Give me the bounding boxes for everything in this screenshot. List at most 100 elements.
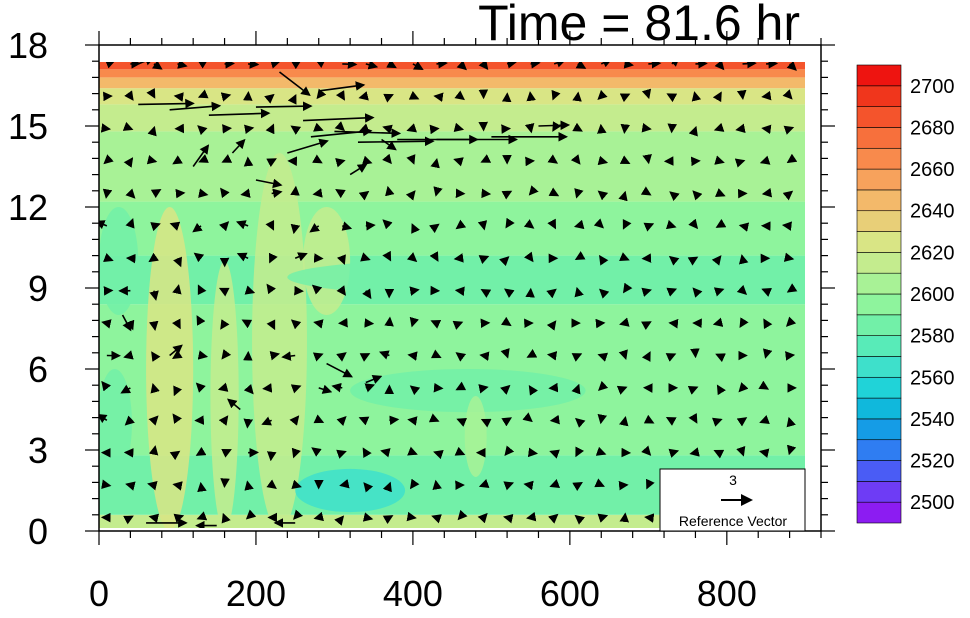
vector-arrow [221,154,233,163]
vector-arrow [244,480,254,491]
vector-arrow [173,513,185,523]
vector-arrow [669,62,680,67]
vector-arrow [236,220,249,230]
vector-arrow [668,255,680,266]
vector-arrow [169,221,181,231]
vector-arrow [169,101,222,112]
vector-arrow [480,418,492,428]
vector-arrow [501,417,513,427]
axis-ticks [85,31,835,545]
vector-arrow [122,121,134,131]
vector-arrow [572,481,583,492]
vector-arrow [547,218,556,230]
vector-arrow [255,178,283,189]
vector-arrow [336,254,346,265]
vector-arrow [593,218,605,229]
colorbar-label: 2660 [910,159,955,181]
contour-band [99,104,805,132]
vector-arrow [409,478,420,490]
vector-arrow [362,288,372,300]
vector-arrow [380,448,391,458]
vector-arrow [575,446,585,458]
vector-arrow [501,190,513,200]
vector-arrow [643,222,655,232]
colorbar-swatch [856,501,902,524]
vector-arrow [503,481,515,491]
vector-arrow [666,93,678,103]
vector-arrow [101,380,112,392]
vector-arrow [570,154,581,165]
vector-arrow [574,251,586,260]
vector-arrow [389,415,400,426]
vector-arrow [313,319,324,329]
vector-arrow [500,348,510,359]
vector-arrow [715,353,726,363]
vector-arrow [407,351,418,361]
vector-arrow [177,62,188,69]
vector-arrow [197,62,209,69]
vector-arrow [290,125,302,135]
vector-arrow [290,384,302,394]
vector-arrow [714,188,726,198]
vector-arrow [574,286,584,298]
vector-arrow [148,415,159,426]
vector-arrow [478,62,489,70]
vector-arrow [538,120,571,131]
vector-arrow [364,383,376,393]
vector-arrow [480,154,492,163]
colorbar-label: 2600 [910,284,955,306]
vector-arrow [150,383,160,394]
vector-arrow [594,478,605,488]
vector-arrow [316,88,327,100]
vector-arrow [546,351,558,361]
x-tick-label: 200 [226,573,286,614]
vector-arrow [692,190,703,201]
contour-band [99,201,805,256]
vector-arrow [334,121,346,132]
vector-arrow [758,380,770,390]
contour-band [99,77,805,89]
vector-arrow [331,382,343,393]
contour-band [99,88,805,105]
vector-arrow [786,153,798,164]
vector-arrow [217,382,229,392]
vector-arrow [640,186,652,196]
y-tick-label: 3 [28,430,48,471]
vector-arrow [303,113,375,123]
vector-arrow [648,62,662,69]
vector-arrow [597,155,609,166]
vector-arrow [781,221,793,231]
vector-arrow [641,445,652,456]
colorbar-swatch [856,418,902,441]
vector-arrow [381,138,397,151]
vector-arrow [711,255,722,266]
vector-arrow [523,219,535,229]
vector-arrow [598,380,609,392]
vector-arrow [169,450,181,461]
vector-arrow [312,188,323,198]
vector-arrow [172,284,182,295]
vector-arrow [575,62,587,69]
vector-arrow [269,351,281,361]
vector-arrow [641,351,651,362]
vector-arrow [641,287,652,297]
colorbar-swatch [856,85,902,107]
vector-arrow [546,320,557,331]
vector-arrow [665,353,677,362]
vector-arrow [311,284,323,295]
vector-arrow [313,414,325,424]
vector-arrow [574,188,584,199]
vector-arrow [358,190,370,201]
vector-arrow [197,350,209,360]
vector-arrow [455,219,467,230]
vector-arrow [150,222,161,232]
vector-arrow [218,287,230,297]
colorbar-swatch [856,147,902,170]
vector-arrow [227,398,241,411]
vector-arrow [432,479,442,491]
vector-arrow [334,128,402,138]
vector-arrow [268,252,278,264]
contour-field [99,62,805,528]
vector-arrow [290,62,302,70]
vector-arrow [573,219,585,230]
